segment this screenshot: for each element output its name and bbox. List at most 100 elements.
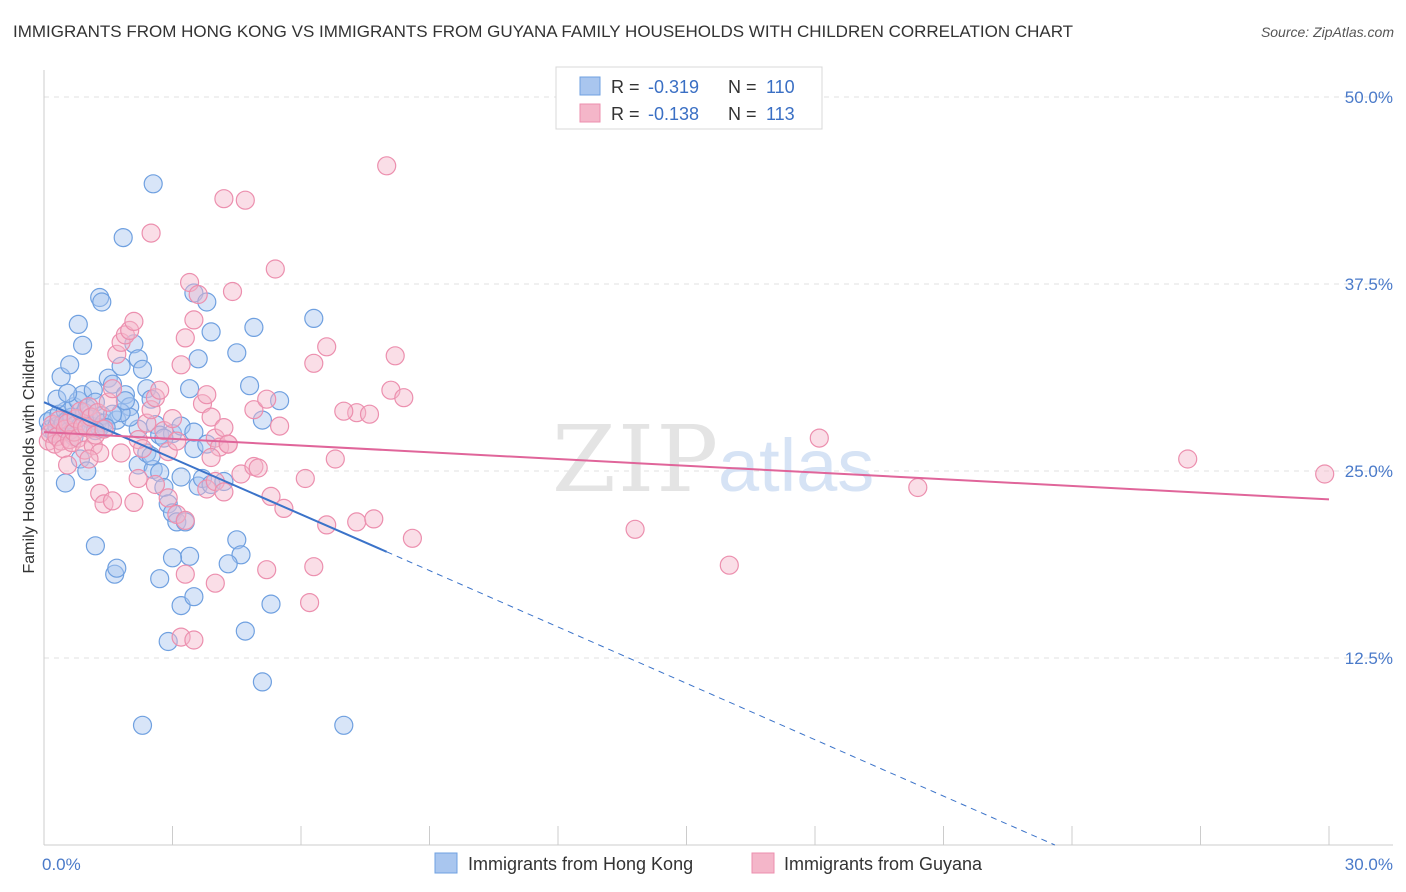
y-tick-label: 37.5%	[1345, 275, 1393, 294]
y-tick-label: 50.0%	[1345, 88, 1393, 107]
trend-line-hong-kong	[43, 401, 388, 553]
point-guyana	[364, 509, 384, 529]
point-hong-kong	[102, 374, 123, 394]
point-hong-kong	[240, 376, 260, 396]
x-ticks	[43, 826, 1330, 845]
point-guyana	[120, 320, 140, 340]
stats-legend-swatch-guyana	[579, 103, 601, 123]
stats-legend-swatch-hong-kong	[579, 76, 601, 96]
point-hong-kong	[115, 391, 136, 411]
point-guyana	[175, 328, 195, 348]
legend-label-guyana: Immigrants from Guyana	[784, 854, 983, 874]
point-guyana	[334, 401, 354, 421]
point-guyana	[248, 458, 268, 478]
point-guyana	[162, 409, 183, 429]
point-guyana	[201, 407, 221, 427]
point-guyana	[385, 346, 405, 366]
stats-legend-r-value-hong-kong: -0.319	[648, 77, 699, 97]
point-hong-kong	[188, 349, 208, 369]
point-guyana	[402, 528, 422, 548]
point-hong-kong	[92, 292, 112, 312]
x-tick-label-max: 30.0%	[1345, 855, 1393, 874]
point-hong-kong	[201, 322, 221, 342]
point-hong-kong	[218, 554, 238, 574]
series-guyana-points	[38, 156, 1335, 650]
trend-lines	[43, 401, 1330, 846]
point-guyana	[265, 259, 285, 279]
point-guyana	[235, 190, 255, 210]
point-hong-kong	[162, 548, 183, 568]
point-guyana	[197, 385, 217, 405]
stats-legend-n-value-guyana: 113	[766, 104, 795, 124]
point-hong-kong	[55, 473, 76, 493]
point-guyana	[171, 355, 191, 375]
point-guyana	[347, 512, 367, 532]
point-guyana	[214, 189, 234, 209]
stats-legend-r-value-guyana: -0.138	[648, 104, 699, 124]
point-hong-kong	[107, 558, 127, 578]
x-tick-label-min: 0.0%	[42, 855, 81, 874]
point-guyana	[222, 281, 243, 302]
stats-legend-n-label-hong-kong: N =	[728, 77, 757, 97]
point-hong-kong	[150, 569, 170, 589]
point-guyana	[102, 379, 123, 399]
point-guyana	[304, 557, 324, 577]
point-guyana	[908, 477, 928, 498]
point-guyana	[214, 418, 234, 438]
chart-title: IMMIGRANTS FROM HONG KONG VS IMMIGRANTS …	[13, 22, 1074, 41]
point-guyana	[90, 443, 110, 463]
axes	[43, 70, 1393, 846]
point-guyana	[124, 311, 144, 331]
point-guyana	[75, 440, 95, 460]
point-hong-kong	[68, 314, 88, 334]
point-guyana	[141, 223, 161, 243]
point-guyana	[625, 519, 645, 539]
point-guyana	[317, 337, 337, 357]
legend-label-hong-kong: Immigrants from Hong Kong	[468, 854, 693, 874]
watermark-atlas: atlas	[718, 424, 874, 507]
point-hong-kong	[72, 335, 93, 355]
point-hong-kong	[184, 422, 204, 442]
point-guyana	[304, 353, 324, 373]
point-guyana	[158, 488, 178, 508]
point-hong-kong	[77, 461, 97, 481]
y-axis-title: Family Households with Children	[21, 341, 38, 574]
point-hong-kong	[304, 308, 324, 328]
point-hong-kong	[227, 530, 247, 550]
point-hong-kong	[143, 174, 163, 194]
point-guyana	[57, 455, 78, 475]
point-hong-kong	[235, 621, 255, 641]
point-guyana	[128, 468, 148, 489]
point-hong-kong	[113, 228, 133, 248]
point-hong-kong	[227, 343, 247, 363]
stats-legend-n-value-hong-kong: 110	[766, 77, 795, 97]
point-hong-kong	[128, 349, 148, 369]
point-guyana	[145, 474, 165, 495]
point-guyana	[1315, 464, 1335, 484]
point-guyana	[184, 630, 204, 650]
point-guyana	[377, 156, 397, 176]
legend-swatch-hong-kong	[434, 852, 458, 874]
stats-legend-r-label-hong-kong: R =	[611, 77, 640, 97]
point-hong-kong	[334, 715, 354, 735]
point-guyana	[244, 400, 264, 420]
point-guyana	[719, 555, 739, 575]
point-guyana	[184, 310, 204, 330]
point-guyana	[205, 573, 225, 593]
point-guyana	[124, 492, 144, 512]
point-guyana	[274, 498, 294, 518]
point-guyana	[111, 443, 131, 463]
point-hong-kong	[184, 587, 204, 607]
point-guyana	[192, 394, 213, 414]
chart-source: Source: ZipAtlas.com	[1260, 24, 1394, 40]
point-guyana	[325, 449, 345, 469]
point-guyana	[150, 380, 170, 400]
trend-line-guyana	[43, 431, 1330, 501]
point-guyana	[359, 404, 380, 424]
point-hong-kong	[57, 383, 78, 403]
point-hong-kong	[180, 546, 200, 566]
point-guyana	[201, 447, 221, 468]
point-guyana	[270, 416, 290, 436]
point-hong-kong	[244, 317, 264, 337]
